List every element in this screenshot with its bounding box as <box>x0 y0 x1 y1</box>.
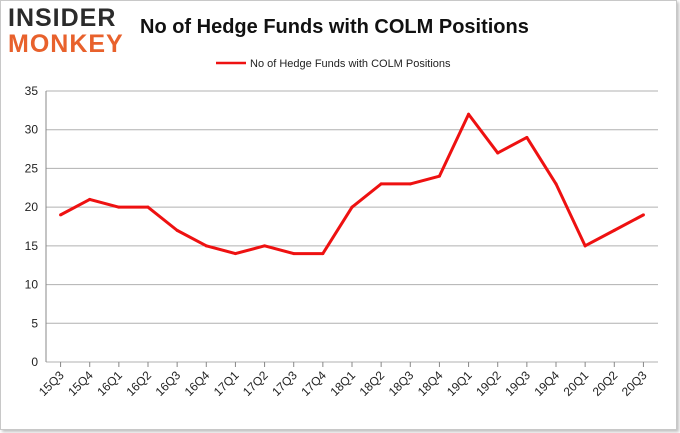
x-tick-label: 18Q2 <box>357 368 388 399</box>
x-tick-label: 20Q1 <box>561 368 592 399</box>
data-point <box>263 244 267 248</box>
data-point <box>525 135 529 139</box>
x-tick-label: 17Q2 <box>240 368 271 399</box>
gridlines <box>45 90 658 363</box>
legend: No of Hedge Funds with COLM Positions <box>216 58 451 70</box>
x-tick-label: 20Q3 <box>619 368 650 399</box>
legend-label: No of Hedge Funds with COLM Positions <box>250 58 451 70</box>
data-point <box>583 244 587 248</box>
data-point <box>204 244 208 248</box>
data-point <box>233 252 237 256</box>
x-tick-label: 19Q2 <box>473 368 504 399</box>
data-point <box>321 252 325 256</box>
data-point <box>88 197 92 201</box>
chart-title: No of Hedge Funds with COLM Positions <box>140 16 529 38</box>
y-axis-ticks: 0 5 10 15 20 25 30 35 <box>25 84 39 369</box>
x-tick-label: 19Q1 <box>444 368 475 399</box>
data-point <box>379 182 383 186</box>
x-tick-label: 19Q4 <box>531 368 562 399</box>
logo-line-2: MONKEY <box>8 30 124 58</box>
x-tick-label: 16Q1 <box>94 368 125 399</box>
data-point <box>641 213 645 217</box>
x-tick-label: 17Q4 <box>298 368 329 399</box>
series-layer <box>59 112 645 256</box>
y-tick-label: 15 <box>25 239 39 253</box>
data-point <box>59 213 63 217</box>
x-tick-label: 16Q4 <box>182 368 213 399</box>
y-tick-label: 20 <box>25 200 39 214</box>
y-tick-label: 35 <box>25 84 39 98</box>
data-point <box>350 205 354 209</box>
data-point <box>408 182 412 186</box>
x-tick-label: 17Q3 <box>269 368 300 399</box>
x-tick-label: 20Q2 <box>590 368 621 399</box>
data-point <box>117 205 121 209</box>
insider-monkey-logo: INSIDER MONKEY <box>8 6 130 57</box>
y-tick-label: 5 <box>31 316 38 330</box>
data-point <box>554 182 558 186</box>
x-tick-label: 19Q3 <box>502 368 533 399</box>
x-tick-label: 15Q4 <box>65 368 96 399</box>
x-tick-label: 18Q3 <box>386 368 417 399</box>
y-tick-label: 10 <box>25 278 39 292</box>
x-tick-label: 18Q1 <box>327 368 358 399</box>
x-tick-label: 17Q1 <box>211 368 242 399</box>
y-tick-label: 25 <box>25 161 39 175</box>
logo-line-1: INSIDER <box>8 4 117 32</box>
x-tick-label: 16Q3 <box>153 368 184 399</box>
y-tick-label: 0 <box>31 355 38 369</box>
x-tick-label: 16Q2 <box>123 368 154 399</box>
data-point <box>175 228 179 232</box>
x-tick-label: 15Q3 <box>36 368 67 399</box>
data-point <box>437 174 441 178</box>
data-point <box>467 112 471 116</box>
data-point <box>496 151 500 155</box>
data-point <box>146 205 150 209</box>
x-axis-ticks: 15Q315Q416Q116Q216Q316Q417Q117Q217Q317Q4… <box>36 362 650 399</box>
y-tick-label: 30 <box>25 123 39 137</box>
x-tick-label: 18Q4 <box>415 368 446 399</box>
data-point <box>292 252 296 256</box>
data-point <box>612 228 616 232</box>
